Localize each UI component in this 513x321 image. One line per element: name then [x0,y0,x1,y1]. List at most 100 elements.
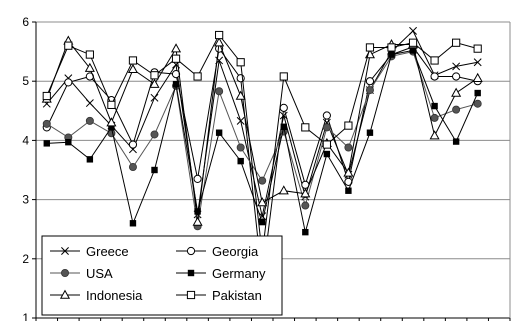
data-point [431,102,438,110]
data-point [365,86,374,95]
data-point [85,99,94,108]
legend-marker [59,289,71,299]
data-point [388,51,395,58]
data-point [150,71,159,80]
data-point [278,185,289,195]
data-point [301,201,310,210]
data-point [345,187,352,194]
data-point [474,89,481,97]
data-point [473,99,482,108]
legend-box [41,235,283,316]
data-point [322,111,331,120]
data-point [42,119,51,128]
data-point [279,72,288,81]
y-tick-label: 1 [22,311,29,321]
data-point [409,47,417,54]
data-point [42,91,51,101]
data-point [84,62,95,72]
data-point [430,113,439,122]
data-point [451,87,462,97]
data-point [430,56,439,65]
data-point [343,167,354,177]
legend-label: USA [86,266,113,281]
data-point [429,130,440,140]
data-point [64,78,73,87]
legend-marker [186,246,196,256]
data-point [107,100,116,109]
axes: 1 2 3 4 5 6 [22,15,511,321]
data-point [149,78,160,88]
data-point [302,228,309,236]
data-point [128,163,137,172]
data-point [237,157,244,165]
data-point [172,80,180,88]
data-point [473,44,482,53]
y-tick-label: 6 [22,15,29,29]
data-point [258,176,267,185]
data-point [472,72,483,82]
data-point [215,87,224,96]
data-point [366,129,374,136]
data-point [258,212,267,221]
data-point [322,123,331,132]
data-point [151,166,158,174]
data-point [452,138,460,145]
data-point [235,90,246,100]
data-point [215,30,224,40]
data-point [279,103,288,112]
data-point [344,143,353,152]
data-point [473,58,482,67]
data-point [301,123,310,132]
legend: Greece Georgia USA Germany Indonesia Pakistan [41,235,283,316]
legend-item-indonesia: Indonesia [50,288,143,303]
legend-label: Pakistan [212,288,262,303]
data-point [128,140,138,149]
data-point [214,37,225,47]
legend-marker [61,247,69,255]
data-point [259,218,266,226]
data-point [322,140,331,149]
data-point [452,62,461,71]
data-point [86,156,94,163]
data-point [430,72,439,81]
legend-item-usa: USA [50,266,113,281]
legend-item-pakistan: Pakistan [176,288,262,303]
legend-item-greece: Greece [50,244,129,259]
data-point [452,38,461,47]
data-point [150,93,159,102]
data-point [409,26,417,35]
data-point [192,216,203,226]
data-point [127,63,139,74]
legend-label: Indonesia [86,288,143,303]
data-point [257,197,268,207]
data-point [65,138,72,146]
data-point [170,43,182,53]
data-point [43,140,50,147]
y-tick-label: 3 [22,193,29,207]
data-point [193,72,202,81]
data-point [365,77,375,86]
y-tick-label: 2 [22,252,29,266]
data-point [300,188,311,198]
data-point [344,121,353,130]
data-point [236,116,245,125]
data-point [215,129,223,136]
data-point [280,123,287,130]
data-point [365,43,375,52]
gridlines [36,21,510,260]
legend-marker [186,290,196,300]
legend-label: Germany [212,266,266,281]
legend-marker [61,268,70,277]
data-point [387,43,396,52]
legend-label: Georgia [212,244,259,259]
data-point [452,72,461,81]
data-point [85,50,94,59]
data-point [85,116,94,125]
data-point [323,150,331,158]
data-point [150,130,159,139]
legend-marker [187,269,195,277]
data-point [194,208,201,215]
data-point [452,105,461,114]
series-germany [43,47,481,236]
